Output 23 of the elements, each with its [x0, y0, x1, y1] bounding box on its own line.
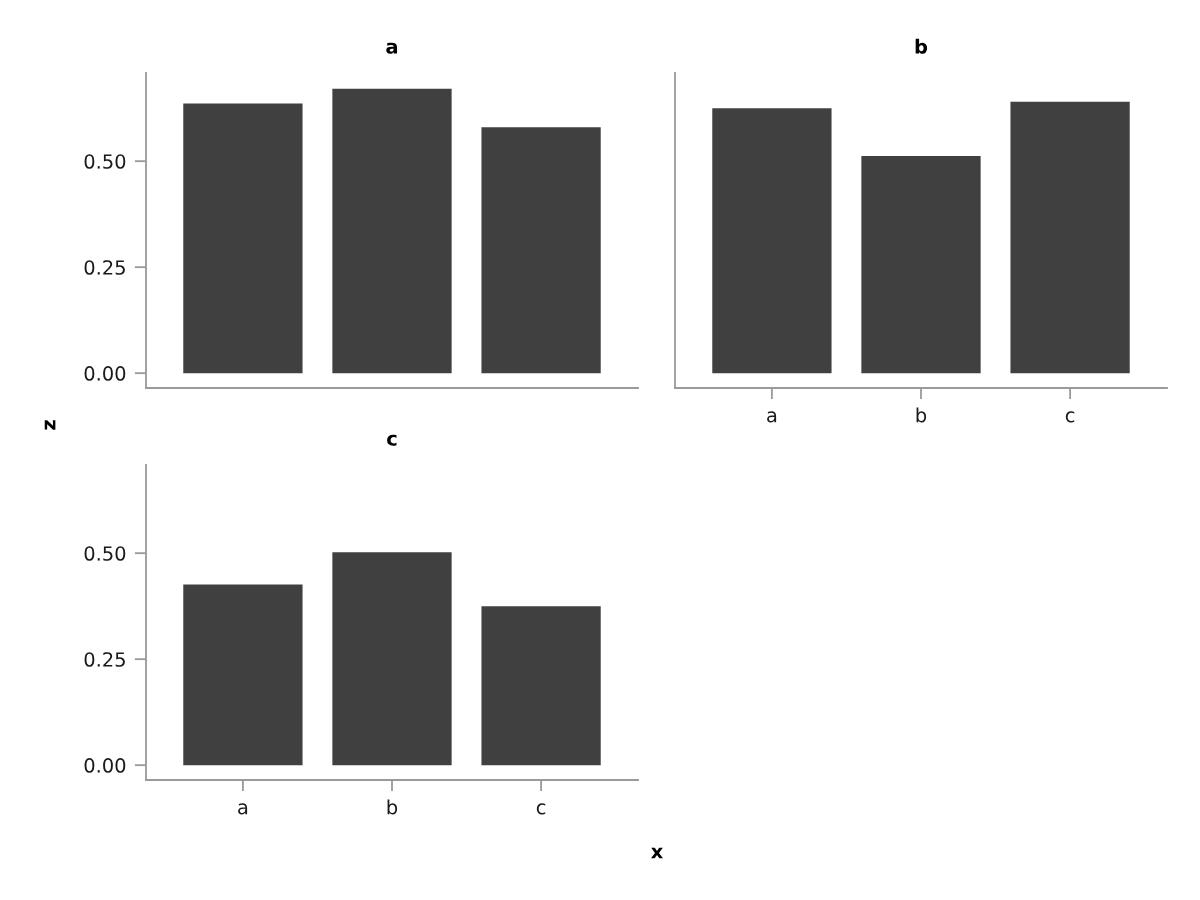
y-tick-label: 0.50: [84, 546, 126, 561]
y-tick-label: 0.00: [84, 366, 126, 381]
y-axis-title: z: [44, 420, 56, 430]
bar: [183, 584, 303, 766]
chart-title: c: [387, 434, 397, 446]
y-tick-label: 0.00: [84, 758, 126, 773]
x-tick-label: b: [916, 407, 927, 423]
bar: [332, 552, 452, 766]
chart-title: b: [915, 38, 928, 54]
bar: [183, 103, 303, 374]
chart-title: a: [386, 42, 398, 54]
x-tick-label: c: [1065, 411, 1075, 423]
y-tick-label: 0.50: [84, 154, 126, 169]
x-tick-label: c: [536, 803, 546, 815]
bar: [481, 606, 601, 766]
bar: [332, 88, 452, 374]
bar: [481, 127, 601, 374]
x-tick-label: a: [238, 803, 248, 815]
y-tick-label: 0.25: [84, 652, 125, 667]
x-axis-title: x: [651, 847, 663, 859]
x-tick-label: b: [387, 799, 398, 815]
x-tick-label: a: [767, 411, 777, 423]
y-tick-label: 0.25: [84, 260, 125, 275]
